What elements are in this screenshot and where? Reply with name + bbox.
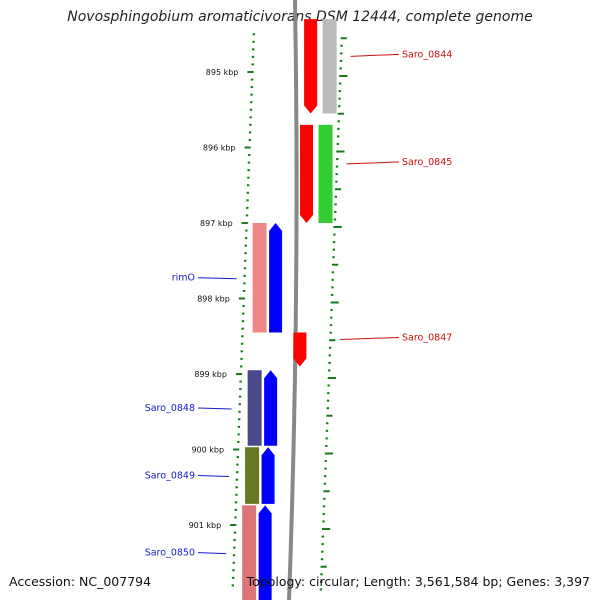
gene-label-saro_0845: Saro_0845 — [402, 157, 452, 168]
genome-title: Novosphingobium aromaticivorans DSM 1244… — [67, 9, 533, 25]
gene-arrow-saro_0849 — [261, 447, 275, 504]
cds-bar-saro_0850 — [242, 505, 257, 600]
gene-arrow-saro_0844 — [304, 19, 318, 114]
gene-arrow-rimo — [269, 223, 283, 333]
genome-summary-text: Topology: circular; Length: 3,561,584 bp… — [246, 574, 590, 589]
genome-backbone — [287, 0, 299, 600]
right-tick-track — [319, 37, 348, 591]
cds-bar-saro_0848 — [247, 370, 262, 446]
position-label: 901 kbp — [189, 521, 222, 530]
label-leader-line — [197, 552, 227, 555]
label-leader-line — [197, 407, 232, 410]
gene-label-saro_0848: Saro_0848 — [145, 403, 195, 414]
position-labels: 895 kbp 896 kbp 897 kbp 898 kbp 899 kbp 900 k… — [189, 68, 239, 530]
label-leader-line — [350, 53, 400, 57]
position-label: 898 kbp — [197, 295, 230, 304]
position-label: 895 kbp — [206, 68, 239, 77]
cds-bar-saro_0844 — [322, 19, 337, 114]
gene-label-saro_0847: Saro_0847 — [402, 332, 452, 343]
position-label: 897 kbp — [200, 219, 233, 228]
gene-arrows — [258, 19, 318, 600]
position-label: 900 kbp — [191, 446, 224, 455]
cds-bar-saro_0845 — [318, 124, 333, 223]
position-label: 899 kbp — [194, 370, 227, 379]
cds-bar-rimo — [252, 223, 267, 333]
gene-label-saro_0849: Saro_0849 — [145, 471, 195, 482]
gene-label-rimo: rimO — [172, 273, 195, 284]
label-leader-line — [339, 336, 400, 340]
gene-labels: Saro_0844 Saro_0845 Saro_0847 rimO Saro_0848… — [145, 49, 453, 558]
gene-arrow-saro_0848 — [264, 370, 278, 446]
gene-arrow-saro_0850 — [258, 505, 272, 600]
cds-bars — [242, 19, 337, 600]
label-leader-line — [346, 161, 400, 165]
accession-text: Accession: NC_007794 — [9, 574, 152, 589]
left-tick-track — [230, 33, 256, 587]
gene-arrow-saro_0847 — [293, 332, 307, 367]
gene-arrow-saro_0845 — [300, 124, 314, 223]
gene-label-saro_0850: Saro_0850 — [145, 548, 195, 559]
backbone-line — [287, 0, 299, 600]
cds-bar-saro_0849 — [245, 447, 260, 504]
gene-label-saro_0844: Saro_0844 — [402, 49, 452, 60]
position-label: 896 kbp — [203, 144, 236, 153]
label-leader-line — [197, 277, 237, 280]
label-leader-line — [197, 475, 230, 478]
